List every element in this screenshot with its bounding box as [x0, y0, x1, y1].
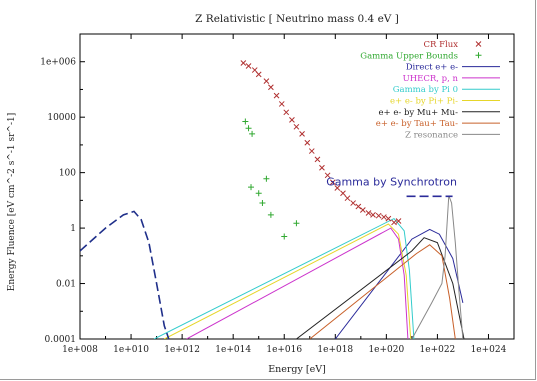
legend-label: Gamma Upper Bounds	[360, 51, 458, 61]
cr-flux-point	[273, 92, 280, 99]
cr-flux-point	[293, 123, 300, 130]
x-tick-label: 1e+014	[215, 345, 251, 355]
cr-flux-point	[329, 179, 336, 186]
cr-flux-point	[304, 139, 311, 146]
cr-flux-point	[314, 156, 321, 163]
cr-flux-point	[370, 212, 376, 218]
cr-flux-point	[324, 172, 331, 179]
legend-marker	[475, 52, 482, 59]
series-points	[240, 60, 402, 240]
y-tick-label: 1e+006	[40, 58, 76, 68]
series-lines	[80, 195, 465, 339]
cr-flux-point	[278, 101, 285, 107]
x-tick-label: 1e+020	[368, 345, 404, 355]
cr-flux-point	[240, 60, 247, 66]
legend-label: Gamma by Pi 0	[393, 85, 458, 95]
legend-label: UHECR, p, n	[403, 74, 459, 84]
series-line-3	[186, 227, 409, 339]
gamma-bound-point	[293, 220, 300, 227]
x-tick-label: 1e+024	[471, 345, 507, 355]
x-tick-label: 1e+016	[266, 345, 302, 355]
cr-flux-point	[375, 212, 382, 219]
cr-flux-point	[381, 214, 387, 220]
cr-flux-point	[334, 185, 341, 191]
legend-label: e+ e- by Pi+ Pi-	[390, 97, 458, 107]
cr-flux-point	[289, 117, 295, 123]
cr-flux-point	[308, 148, 315, 154]
cr-flux-point	[283, 109, 290, 116]
cr-flux-point	[319, 164, 325, 171]
gamma-bound-point	[281, 233, 288, 240]
legend-label: Z resonance	[405, 130, 458, 140]
cr-flux-point	[355, 203, 362, 210]
y-tick-label: 1	[70, 224, 76, 234]
gamma-bound-point	[249, 130, 256, 137]
cr-flux-point	[255, 71, 262, 78]
x-tick-label: 1e+010	[113, 345, 149, 355]
gamma-bound-point	[267, 211, 274, 218]
x-tick-label: 1e+018	[317, 345, 353, 355]
x-tick-label: 1e+012	[164, 345, 200, 355]
series-line-2	[334, 228, 464, 339]
series-line-9	[80, 210, 170, 339]
cr-flux-point	[385, 215, 392, 222]
y-axis-label: Energy Fluence [eV cm^-2 s^-1 sr^-1]	[7, 113, 17, 291]
y-tick-label: 100	[59, 169, 76, 179]
cr-flux-point	[263, 78, 270, 84]
cr-flux-point	[299, 131, 305, 137]
gamma-bound-point	[263, 175, 270, 182]
gamma-bound-point	[242, 118, 249, 125]
legend-label: CR Flux	[424, 40, 459, 50]
cr-flux-point	[395, 218, 402, 224]
legend-label: Direct e+ e-	[406, 63, 458, 73]
x-axis-label: Energy [eV]	[268, 364, 326, 375]
y-tick-label: 0.01	[56, 280, 76, 290]
gamma-bound-point	[259, 200, 266, 207]
legend-marker	[475, 41, 482, 47]
gamma-bound-point	[248, 184, 255, 191]
gamma-bound-point	[255, 190, 262, 197]
cr-flux-point	[344, 195, 351, 202]
series-line-7	[309, 244, 456, 339]
cr-flux-point	[245, 63, 252, 69]
synchrotron-annotation: Gamma by Synchrotron	[326, 175, 457, 188]
x-tick-label: 1e+022	[420, 345, 456, 355]
y-tick-label: 0.0001	[45, 335, 77, 345]
cr-flux-point	[350, 200, 356, 206]
series-line-6	[296, 237, 465, 339]
cr-flux-point	[365, 210, 372, 216]
series-line-4	[153, 217, 415, 339]
axis-ticks: 1e+008 1e+010 1e+012 1e+014 1e+016 1e+018 1e+0…	[40, 33, 514, 355]
series-line-5	[164, 223, 412, 339]
cr-flux-point	[268, 84, 274, 91]
cr-flux-point	[340, 190, 346, 197]
legend-label: e+ e- by Tau+ Tau-	[376, 119, 458, 129]
cr-flux-point	[359, 207, 366, 213]
y-tick-label: 10000	[47, 113, 76, 123]
legend-label: e+ e- by Mu+ Mu-	[379, 108, 459, 118]
cr-flux-point	[391, 219, 397, 226]
gamma-bound-point	[245, 125, 252, 132]
annotation: Gamma by Synchrotron	[326, 175, 457, 198]
x-tick-label: 1e+008	[62, 345, 98, 355]
chart-title: Z Relativistic [ Neutrino mass 0.4 eV ]	[195, 13, 399, 25]
